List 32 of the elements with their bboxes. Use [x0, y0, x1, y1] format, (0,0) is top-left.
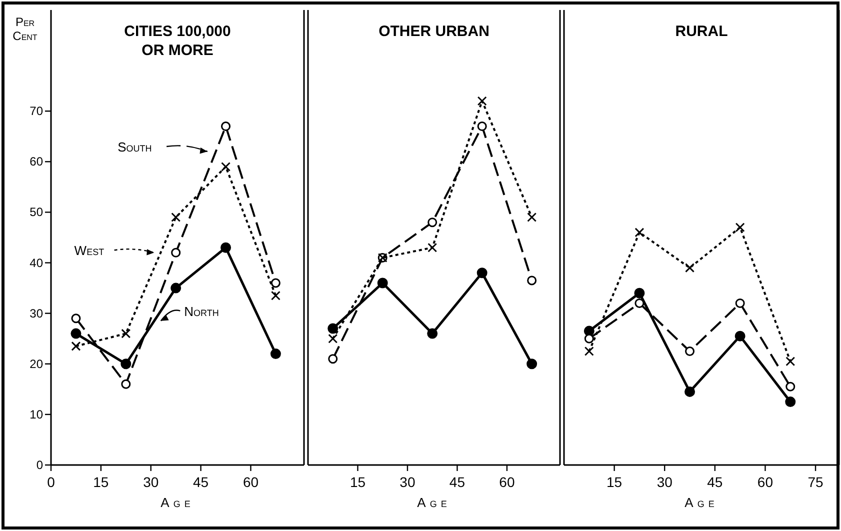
- x-tick-label: 60: [242, 474, 259, 490]
- y-tick-label: 70: [30, 104, 44, 118]
- y-tick-label: 30: [30, 306, 44, 320]
- x-tick-label: 45: [193, 474, 209, 490]
- x-tick-label: 45: [707, 474, 723, 490]
- y-tick-label: 60: [30, 154, 44, 169]
- y-tick-label: 0: [36, 458, 44, 472]
- x-axis-title: Age: [417, 495, 451, 510]
- x-tick-label: 15: [350, 474, 366, 490]
- y-tick-label: 40: [30, 256, 44, 270]
- text: CITIES 100,000 OR MORE: [124, 23, 231, 59]
- y-axis-title: Per Cent: [12, 15, 38, 43]
- x-tick-label: 75: [808, 474, 824, 490]
- legend-label: West: [74, 243, 105, 258]
- y-tick-label: 50: [30, 205, 44, 220]
- x-tick-label: 60: [757, 474, 774, 490]
- x-axis-title: Age: [684, 495, 718, 510]
- x-tick-label: 0: [47, 474, 56, 490]
- x-tick-label: 45: [449, 474, 466, 490]
- x-tick-label: 30: [143, 474, 159, 490]
- y-tick-label: 10: [30, 407, 44, 422]
- x-axis-title: Age: [160, 495, 194, 510]
- x-tick-label: 15: [606, 474, 622, 490]
- series-label: North: [184, 304, 219, 319]
- y-tick-label: 20: [30, 356, 44, 371]
- x-tick-label: 30: [400, 474, 416, 490]
- text: OTHER URBAN: [378, 23, 490, 40]
- x-tick-label: 15: [93, 474, 109, 490]
- x-tick-label: 30: [656, 474, 673, 490]
- legend-label: South: [118, 140, 152, 154]
- x-tick-label: 60: [499, 474, 515, 490]
- text: RURAL: [675, 23, 728, 40]
